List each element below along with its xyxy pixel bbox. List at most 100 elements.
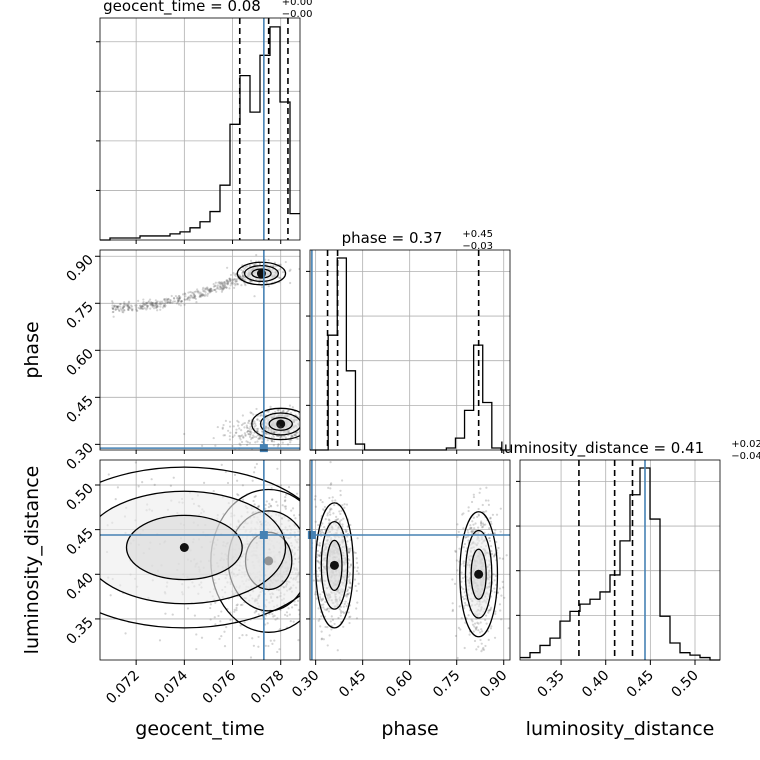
sample-point	[319, 531, 322, 534]
sample-point	[490, 625, 493, 628]
sample-point	[158, 303, 161, 306]
sample-point	[193, 294, 196, 297]
sample-point	[172, 297, 176, 300]
sample-point	[471, 623, 475, 626]
sample-point	[125, 303, 128, 306]
sample-point	[250, 418, 254, 421]
sample-point	[267, 285, 270, 288]
sample-point	[463, 564, 466, 568]
sample-point	[112, 305, 115, 308]
sample-point	[493, 636, 497, 639]
sample-point	[116, 305, 119, 309]
sample-point	[128, 305, 131, 309]
sample-point	[494, 574, 497, 577]
sample-point	[349, 586, 352, 590]
sample-point	[279, 436, 282, 440]
sample-point	[242, 436, 245, 439]
sample-point	[473, 625, 476, 628]
sample-point	[338, 608, 341, 611]
sample-point	[253, 427, 256, 431]
sample-point	[166, 301, 169, 304]
sample-point	[307, 572, 309, 574]
sample-point	[303, 421, 305, 423]
sample-point	[487, 499, 490, 502]
sample-point	[155, 302, 158, 305]
sample-point	[235, 278, 239, 281]
sample-point	[277, 443, 280, 446]
sample-point	[149, 303, 152, 306]
sample-point	[201, 292, 204, 296]
sample-point	[307, 514, 309, 516]
sample-point	[287, 607, 290, 610]
sample-point	[237, 667, 239, 669]
sample-point	[340, 611, 343, 614]
sample-point	[206, 288, 209, 291]
sample-point	[326, 644, 329, 647]
sample-point	[166, 299, 169, 302]
sample-point	[238, 636, 241, 640]
sample-point	[328, 508, 332, 512]
sample-point	[490, 549, 493, 553]
histogram-panel-geocent_time: geocent_time = 0.08 +0.00−0.00	[96, 0, 312, 241]
sample-point	[218, 281, 221, 284]
sample-point	[480, 524, 483, 527]
sample-point	[198, 295, 201, 299]
sample-point	[206, 294, 209, 297]
sample-point	[288, 431, 291, 434]
sample-point	[173, 300, 177, 303]
sample-point	[257, 437, 260, 441]
sample-point	[143, 303, 146, 307]
sample-point	[301, 525, 303, 527]
sample-point	[236, 603, 239, 606]
sample-point	[213, 288, 217, 291]
sample-point	[335, 519, 338, 522]
sample-point	[235, 604, 238, 607]
sample-point	[319, 593, 322, 596]
sample-point	[258, 437, 261, 440]
sample-point	[456, 656, 459, 660]
sample-point	[485, 622, 488, 625]
sample-point	[322, 508, 325, 511]
sample-point	[488, 608, 492, 612]
sample-point	[221, 284, 224, 287]
sample-point	[257, 635, 260, 639]
sample-point	[289, 441, 292, 444]
sample-point	[147, 300, 150, 303]
sample-point	[485, 486, 488, 489]
sample-point	[169, 299, 172, 302]
sample-point	[126, 304, 129, 308]
sample-point	[238, 436, 241, 439]
sample-point	[142, 302, 145, 306]
sample-point	[326, 608, 329, 611]
sample-point	[288, 404, 292, 407]
sample-point	[357, 572, 360, 575]
sample-point	[236, 282, 239, 286]
sample-point	[188, 295, 191, 298]
histogram-step	[100, 26, 300, 241]
sample-point	[349, 549, 352, 552]
sample-point	[316, 579, 319, 583]
sample-point	[208, 288, 211, 291]
sample-point	[219, 286, 222, 289]
sample-point	[253, 435, 256, 438]
sample-point	[264, 507, 267, 510]
sample-point	[260, 436, 263, 439]
sample-point	[196, 288, 199, 291]
sample-point	[349, 564, 353, 567]
sample-point	[321, 531, 324, 534]
sample-point	[304, 504, 306, 506]
sample-point	[206, 286, 209, 289]
sample-point	[242, 275, 245, 279]
sample-point	[229, 618, 232, 622]
sample-point	[141, 481, 144, 484]
sample-point	[219, 287, 223, 291]
sample-point	[178, 297, 181, 300]
sample-point	[343, 602, 346, 606]
sample-point	[241, 273, 244, 277]
sample-point	[127, 308, 130, 312]
sample-point	[134, 304, 137, 307]
sample-point	[249, 425, 252, 428]
sample-point	[122, 311, 125, 314]
sample-point	[129, 304, 133, 307]
